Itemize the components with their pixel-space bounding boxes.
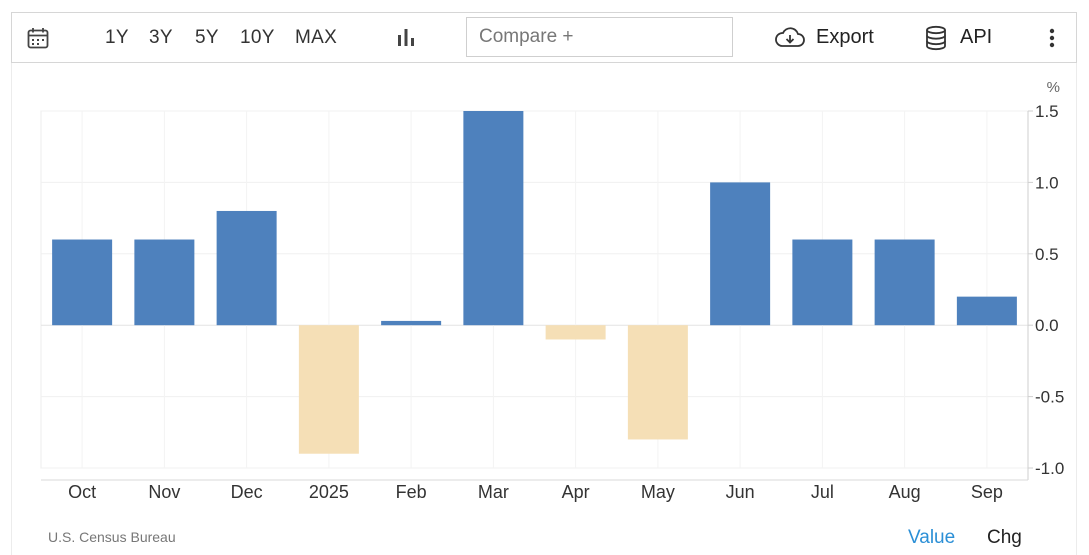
api-button[interactable]: API [924, 13, 992, 62]
y-tick-label: 0.0 [1035, 316, 1059, 335]
range-max-button[interactable]: MAX [295, 27, 338, 48]
y-tick-label: 1.0 [1035, 173, 1059, 192]
chart-toolbar: 1Y 3Y 5Y 10Y MAX Compare + Export API [11, 12, 1077, 63]
chart-type-button[interactable] [395, 13, 417, 62]
x-tick-label: 2025 [309, 482, 349, 502]
x-axis-ticks: Oct Nov Dec 2025 Feb Mar Apr May Jun Jul Aug Sep [68, 482, 1003, 502]
bar-dec[interactable] [216, 210, 277, 326]
tab-chg[interactable]: Chg [987, 527, 1022, 548]
x-tick-label: Feb [396, 482, 427, 502]
x-tick-label: Jul [811, 482, 834, 502]
y-tick-label: 1.5 [1035, 102, 1059, 121]
x-tick-label: Jun [726, 482, 755, 502]
export-label: Export [816, 26, 874, 48]
bar-sep[interactable] [956, 296, 1017, 326]
calendar-button[interactable] [26, 13, 50, 62]
x-tick-label: Mar [478, 482, 509, 502]
database-icon [926, 25, 946, 50]
calendar-icon [27, 27, 49, 48]
bar-jul[interactable] [792, 239, 853, 326]
x-tick-label: Oct [68, 482, 96, 502]
bar-oct[interactable] [52, 239, 113, 326]
compare-input[interactable]: Compare + [466, 17, 733, 57]
chart-panel [11, 63, 1077, 555]
tab-value[interactable]: Value [908, 527, 956, 548]
y-tick-label: -1.0 [1035, 459, 1064, 478]
range-3y-button[interactable]: 3Y [149, 27, 173, 48]
x-tick-label: Apr [562, 482, 590, 502]
bar-chart: % 1.5 1.0 0.5 0.0 -0.5 -1.0 Oct Nov Dec 2025 Feb M… [40, 79, 1064, 502]
bar-feb[interactable] [381, 320, 442, 326]
x-tick-label: Sep [971, 482, 1003, 502]
more-vertical-icon [1049, 28, 1055, 47]
range-5y-button[interactable]: 5Y [195, 27, 219, 48]
bar-may[interactable] [627, 325, 688, 440]
range-10y-button[interactable]: 10Y [240, 27, 275, 48]
cloud-download-icon [775, 26, 805, 47]
x-tick-label: Dec [231, 482, 263, 502]
api-label: API [960, 26, 993, 48]
y-tick-label: 0.5 [1035, 245, 1059, 264]
bar-jun[interactable] [710, 182, 771, 326]
y-axis-ticks: 1.5 1.0 0.5 0.0 -0.5 -1.0 [1028, 102, 1064, 478]
unit-label: % [1047, 79, 1060, 96]
y-tick-label: -0.5 [1035, 388, 1064, 407]
bar-2025[interactable] [298, 325, 359, 454]
x-tick-label: Aug [889, 482, 921, 502]
bar-nov[interactable] [134, 239, 195, 326]
bar-apr[interactable] [545, 325, 606, 340]
bar-mar[interactable] [463, 111, 524, 326]
range-1y-button[interactable]: 1Y [105, 27, 129, 48]
bar-chart-icon [398, 28, 414, 46]
data-source: U.S. Census Bureau [48, 529, 176, 545]
bar-aug[interactable] [874, 239, 935, 326]
export-button[interactable]: Export [774, 13, 874, 62]
more-options-button[interactable] [1045, 13, 1059, 62]
chart-bars [52, 111, 1017, 454]
x-tick-label: Nov [148, 482, 180, 502]
x-tick-label: May [641, 482, 675, 502]
